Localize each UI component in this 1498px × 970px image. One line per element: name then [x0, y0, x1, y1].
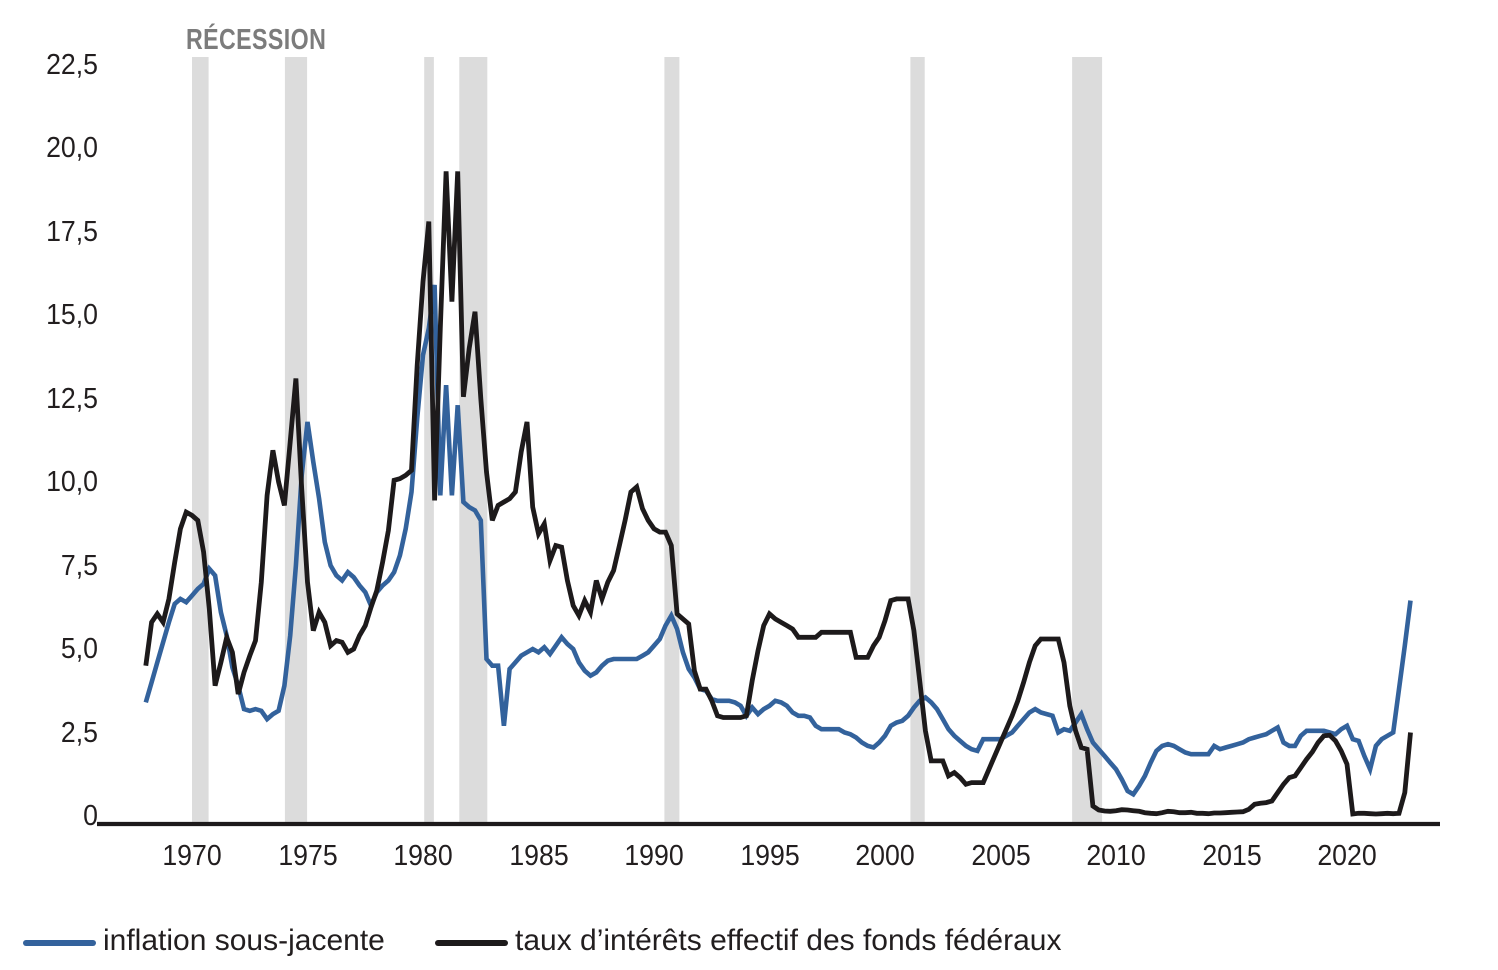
y-tick-label: 7,5	[60, 549, 98, 582]
y-tick-label: 15,0	[46, 299, 98, 331]
y-tick-label: 2,5	[60, 716, 98, 749]
x-tick-label: 2010	[1086, 840, 1146, 872]
recession-band	[664, 57, 680, 822]
x-tick-label: 1980	[393, 840, 453, 872]
recession-band	[1072, 57, 1103, 822]
y-tick-label: 5,0	[60, 633, 98, 665]
x-tick-label: 1970	[162, 840, 222, 872]
y-tick-label: 10,0	[46, 466, 98, 498]
core-inflation-line	[143, 284, 1413, 798]
x-tick-label: 1975	[277, 840, 338, 872]
y-tick-label: 22,5	[46, 48, 98, 81]
y-tick-label: 0	[83, 800, 98, 832]
core-inflation-legend-swatch	[23, 940, 96, 946]
fed-funds-legend-swatch	[435, 940, 508, 946]
core-inflation-legend-label: inflation sous-jacente	[103, 924, 385, 957]
x-tick-label: 2005	[970, 840, 1031, 872]
y-tick-label: 12,5	[46, 382, 98, 415]
x-tick-label: 2000	[855, 840, 915, 872]
fed-funds-legend-label: taux d’intérêts effectif des fonds fédér…	[515, 924, 1062, 957]
recession-band	[192, 57, 209, 822]
legend: inflation sous-jacente taux d’intérêts e…	[0, 920, 1498, 970]
fed-funds-line	[143, 171, 1413, 817]
recession-band	[424, 57, 434, 822]
recession-annotation: RÉCESSION	[186, 24, 327, 56]
x-tick-label: 1990	[624, 840, 684, 872]
x-tick-label: 1995	[739, 840, 800, 872]
x-tick-label: 2020	[1317, 840, 1377, 872]
x-tick-label: 2015	[1201, 840, 1262, 872]
y-tick-label: 20,0	[46, 132, 98, 164]
x-tick-label: 1985	[508, 840, 569, 872]
y-tick-label: 17,5	[46, 215, 98, 248]
